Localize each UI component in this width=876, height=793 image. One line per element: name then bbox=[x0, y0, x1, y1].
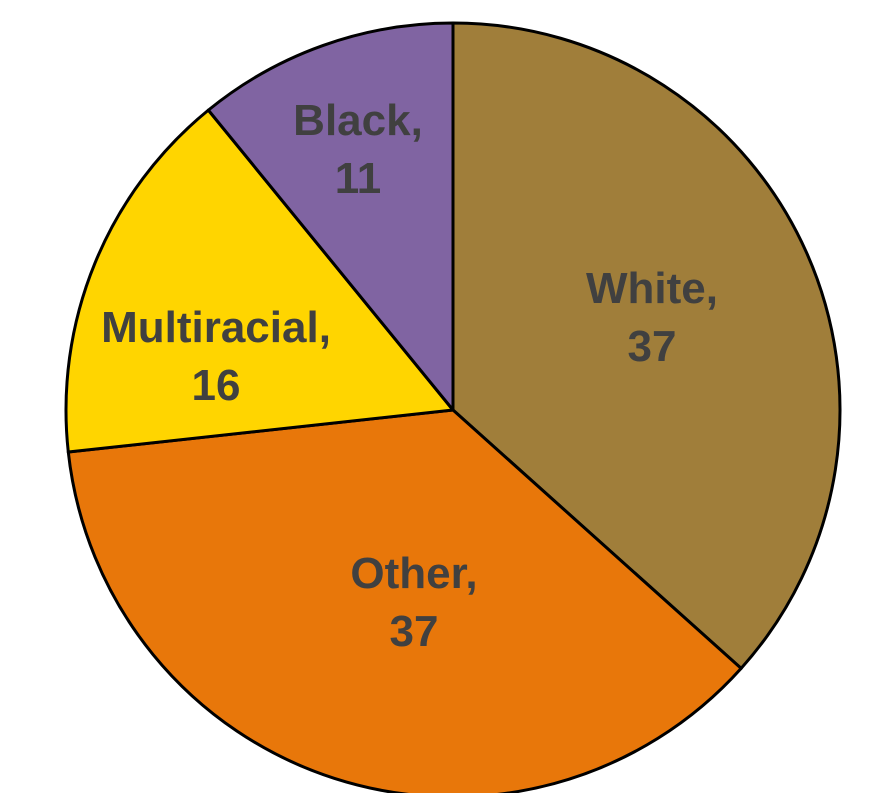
data-label-category: Other, bbox=[350, 549, 477, 598]
data-label-value: 11 bbox=[335, 154, 382, 203]
data-label-category: Multiracial, bbox=[101, 303, 331, 352]
pie-slice-other bbox=[66, 408, 743, 793]
pie-slice-multiracial bbox=[64, 108, 455, 454]
data-label-category: Black, bbox=[293, 96, 423, 145]
data-label-value: 37 bbox=[390, 607, 439, 656]
data-label-category: White, bbox=[586, 264, 718, 313]
data-label-value: 16 bbox=[192, 361, 241, 410]
data-label-value: 37 bbox=[628, 322, 677, 371]
data-label-other: Other, 37 bbox=[350, 549, 477, 656]
pie-slice-white bbox=[451, 21, 842, 670]
data-label-multiracial: Multiracial, 16 bbox=[101, 303, 331, 410]
pie-slice-black bbox=[206, 21, 455, 412]
data-label-black: Black, 11 bbox=[293, 96, 423, 203]
data-label-white: White, 37 bbox=[586, 264, 718, 371]
slices-layer bbox=[64, 21, 842, 793]
labels-layer: White, 37 Other, 37 Multiracial, 16 Black, 11 bbox=[101, 96, 718, 656]
